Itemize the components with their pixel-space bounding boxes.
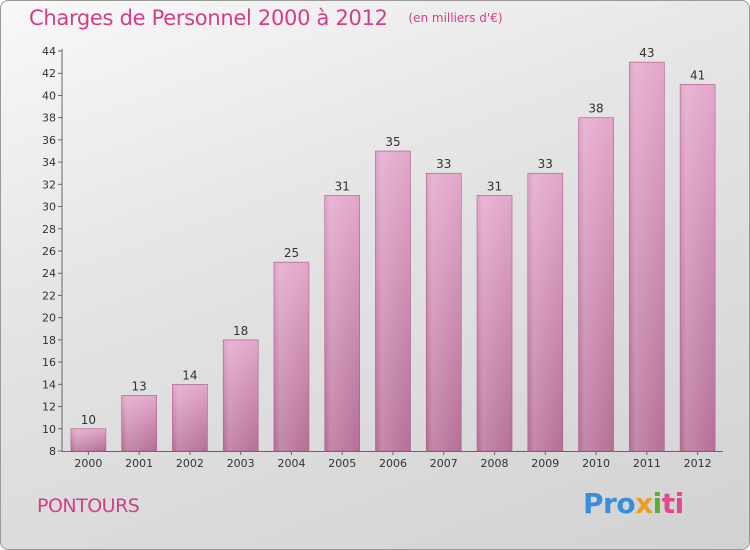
y-tick-label: 40: [42, 89, 56, 102]
y-tick-label: 30: [42, 201, 56, 214]
x-tick-label-2011: 2011: [633, 457, 661, 470]
x-tick-label-2001: 2001: [125, 457, 153, 470]
x-tick-label-2002: 2002: [176, 457, 204, 470]
y-tick-label: 12: [42, 401, 56, 414]
value-label-2004: 25: [284, 246, 299, 260]
value-label-2005: 31: [335, 179, 350, 193]
bar-shine: [478, 196, 512, 451]
y-tick-label: 42: [42, 67, 56, 80]
bars-group: 10 13 14 18 25 31 35 33 31 33 38 43 41: [70, 46, 716, 452]
axes-group: 8 10 12 14 16 18 20 22 24 26 28 30 32 34 36 38 40 42 44 200…: [42, 45, 723, 470]
x-tick-label-2009: 2009: [531, 457, 559, 470]
value-label-2008: 31: [487, 179, 502, 193]
value-label-2011: 43: [639, 46, 654, 60]
bar-shine: [427, 174, 461, 451]
y-tick-label: 38: [42, 112, 56, 125]
bar-shine: [224, 340, 258, 451]
bar-shine: [173, 385, 207, 451]
y-tick-label: 34: [42, 156, 56, 169]
x-tick-label-2000: 2000: [74, 457, 102, 470]
y-tick-label: 8: [49, 445, 56, 458]
y-tick-label: 16: [42, 356, 56, 369]
y-tick-label: 36: [42, 134, 56, 147]
bar-shine: [681, 85, 715, 451]
x-tick-label-2012: 2012: [684, 457, 712, 470]
proxiti-logo: Proxiti: [583, 487, 684, 520]
y-tick-label: 44: [42, 45, 56, 58]
logo-part-1: Pro: [583, 487, 636, 520]
value-label-2003: 18: [233, 324, 248, 338]
value-label-2000: 10: [81, 413, 96, 427]
x-tick-label-2005: 2005: [328, 457, 356, 470]
y-tick-label: 28: [42, 223, 56, 236]
x-tick-label-2006: 2006: [379, 457, 407, 470]
x-tick-label-2004: 2004: [277, 457, 305, 470]
logo-part-3: i: [652, 487, 663, 520]
value-label-2009: 33: [538, 157, 553, 171]
chart-title-text: Charges de Personnel 2000 à 2012: [29, 6, 388, 30]
y-tick-label: 32: [42, 178, 56, 191]
y-tick-label: 20: [42, 312, 56, 325]
bar-shine: [325, 196, 359, 451]
y-tick-label: 24: [42, 267, 56, 280]
y-tick-label: 18: [42, 334, 56, 347]
bar-shine: [71, 429, 105, 451]
value-label-2007: 33: [436, 157, 451, 171]
x-tick-label-2007: 2007: [430, 457, 458, 470]
logo-part-4: ti: [661, 487, 684, 520]
x-tick-label-2008: 2008: [481, 457, 509, 470]
value-label-2001: 13: [132, 379, 147, 393]
bar-shine: [528, 174, 562, 451]
chart-unit-text: (en milliers d'€): [408, 11, 503, 25]
location-name: PONTOURS: [37, 495, 140, 517]
x-tick-label-2010: 2010: [582, 457, 610, 470]
bar-shine: [122, 396, 156, 451]
y-tick-label: 26: [42, 245, 56, 258]
y-tick-label: 14: [42, 378, 56, 391]
bar-shine: [579, 118, 613, 452]
value-label-2010: 38: [588, 102, 603, 116]
chart-title: Charges de Personnel 2000 à 2012 (en mil…: [29, 6, 503, 30]
bar-shine: [630, 63, 664, 451]
bar-shine: [376, 152, 410, 451]
logo-part-2: x: [635, 487, 653, 520]
value-label-2006: 35: [385, 135, 400, 149]
y-tick-label: 10: [42, 423, 56, 436]
y-tick-label: 22: [42, 289, 56, 302]
x-tick-label-2003: 2003: [227, 457, 255, 470]
value-label-2012: 41: [690, 68, 705, 82]
bar-shine: [274, 263, 308, 451]
value-label-2002: 14: [182, 368, 197, 382]
